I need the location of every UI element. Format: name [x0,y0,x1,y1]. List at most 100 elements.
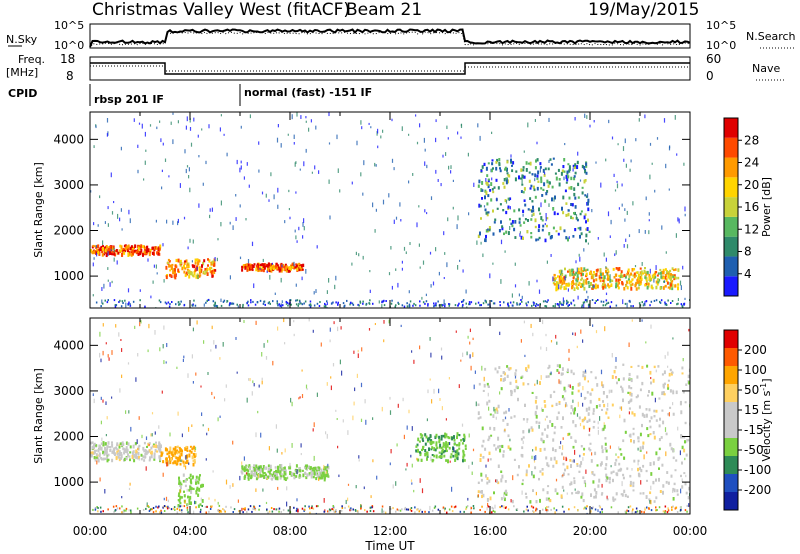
power-speckle [381,304,383,308]
power-speckle [422,260,425,265]
power-speckle [589,124,591,128]
power-speckle [303,161,305,167]
power-feature-4-mark [628,274,631,278]
velocity-feature-4-mark [440,436,443,441]
velocity-feature-5-mark [553,456,556,461]
power-feature-3-mark [560,171,563,176]
velocity-feature-5-mark [661,409,664,412]
power-near-range-mark [573,304,576,307]
power-speckle [245,218,247,221]
velocity-feature-4-mark [454,450,457,454]
power-feature-3-mark [553,211,556,216]
power-feature-1-mark [169,264,172,268]
power-feature-4-mark [626,281,629,284]
velocity-feature-4-mark [421,437,424,441]
velocity-near-range-mark [470,511,472,514]
velocity-speckle [105,434,107,437]
velocity-feature-5-mark [658,424,661,428]
velocity-near-range-mark [121,511,123,514]
power-feature-3-mark [530,184,533,188]
power-feature-2-mark [279,266,282,269]
velocity-speckle [573,459,575,463]
power-speckle [538,289,541,294]
power-near-range-mark [129,303,131,306]
velocity-near-range-mark [327,510,329,513]
power-feature-3-mark [534,195,537,199]
power-speckle [638,118,640,122]
velocity-feature-5-mark [505,489,508,494]
velocity-feature-5-mark [518,465,520,469]
power-near-range-mark [222,300,225,303]
power-near-range-mark [572,299,575,302]
velocity-feature-5-mark [613,370,616,374]
velocity-near-range-mark [173,507,175,510]
velocity-speckle [236,371,238,374]
power-speckle [442,154,444,158]
velocity-feature-5-mark [503,492,506,495]
velocity-feature-5-mark [681,461,683,465]
power-feature-3-mark [576,160,579,165]
power-speckle [558,284,560,290]
velocity-feature-4-mark [431,446,434,450]
velocity-feature-5-mark [617,469,620,472]
velocity-speckle [485,464,487,468]
velocity-feature-4-mark [431,458,434,463]
velocity-near-range-mark [679,506,682,509]
power-speckle [510,154,512,158]
power-near-range-mark [359,301,362,304]
power-feature-4-mark [646,270,649,275]
velocity-feature-5-mark [570,481,573,486]
power-feature-1-mark [200,268,203,271]
power-near-range-mark [499,304,501,307]
power-feature-2-mark [259,263,262,267]
power-feature-3-mark [520,168,523,172]
velocity-feature-4-mark [424,433,427,437]
power-feature-0-mark [132,251,134,255]
velocity-feature-4-mark [458,434,461,437]
velocity-feature-5-mark [541,472,544,476]
power-feature-4-mark [631,278,634,281]
power-feature-3-mark [580,210,583,213]
power-speckle [305,116,307,119]
power-feature-3-mark [565,181,568,184]
power-feature-3-mark [510,160,513,164]
power-feature-0-mark [111,246,114,250]
velocity-speckle [99,352,101,358]
velocity-speckle [291,401,293,407]
power-speckle [285,301,287,305]
velocity-feature-4-mark [456,432,459,436]
velocity-feature-1-mark [168,451,171,455]
velocity-feature-4-mark [456,449,459,453]
velocity-speckle [562,474,564,477]
velocity-feature-5-mark [509,367,512,370]
power-speckle [116,260,118,265]
velocity-speckle [213,396,215,399]
velocity-colorbar-tick-label: -50 [744,443,764,457]
power-speckle [680,285,682,291]
power-feature-2-mark [298,267,301,272]
velocity-feature-5-mark [636,394,639,398]
velocity-feature-5-mark [622,377,625,381]
velocity-feature-5-mark [531,428,534,432]
power-feature-4-mark [632,274,635,277]
power-feature-4-mark [626,272,629,276]
velocity-speckle [301,394,304,399]
velocity-feature-2-mark [199,503,202,506]
velocity-near-range-mark [454,505,457,508]
power-speckle [177,120,179,124]
power-speckle [370,126,372,129]
velocity-speckle [340,326,342,330]
power-speckle [483,205,486,208]
velocity-speckle [688,503,690,507]
velocity-feature-2-mark [189,473,192,478]
velocity-near-range-mark [633,511,636,514]
velocity-feature-5-mark [617,456,620,459]
power-feature-3-mark [499,167,501,170]
power-feature-0-mark [157,247,160,251]
velocity-feature-5-mark [573,480,576,485]
power-speckle [288,208,290,211]
velocity-feature-5-mark [688,381,690,385]
velocity-feature-3-mark [249,467,252,471]
velocity-feature-5-mark [623,418,626,423]
velocity-near-range-mark [532,510,534,513]
